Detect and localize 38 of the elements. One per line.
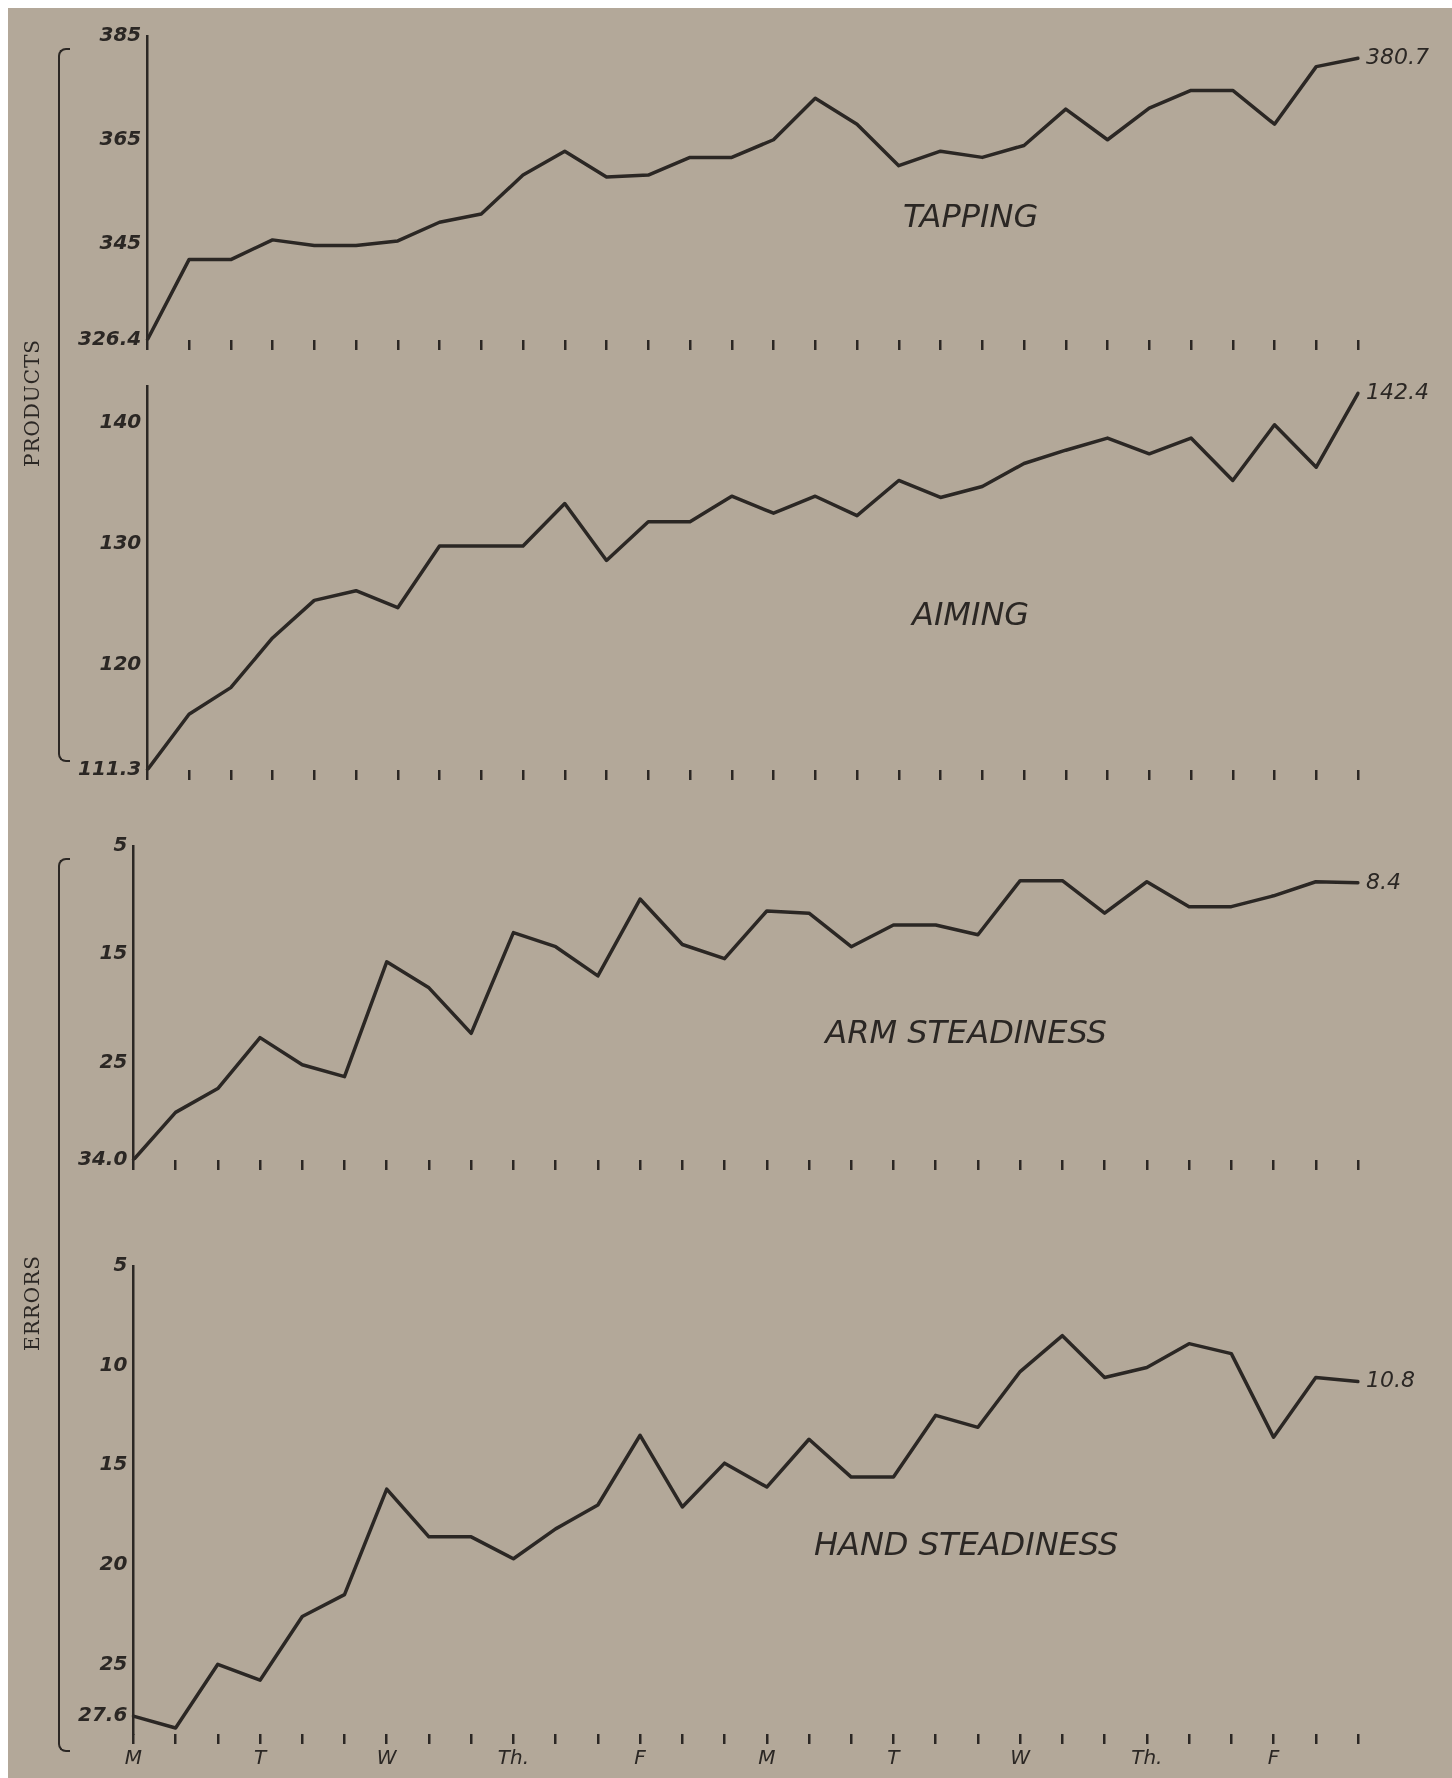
y-tick-label: 111.3 bbox=[78, 756, 142, 781]
x-tick-label: T bbox=[887, 1745, 902, 1770]
y-tick-label: 15 bbox=[99, 1451, 128, 1476]
y-tick-label: 140 bbox=[99, 408, 142, 433]
x-tick-label: F bbox=[1267, 1745, 1280, 1770]
text: AIMING bbox=[910, 594, 1030, 633]
text: HAND STEADINESS bbox=[813, 1525, 1119, 1564]
x-tick-label: Th. bbox=[1131, 1745, 1163, 1770]
data-label: 380.7 bbox=[1366, 44, 1429, 70]
data-label: 8.4 bbox=[1366, 868, 1401, 894]
y-tick-label: 385 bbox=[99, 22, 142, 47]
y-tick-label: 5 bbox=[113, 1252, 128, 1277]
y-tick-label: 365 bbox=[99, 125, 142, 150]
y-tick-label: 120 bbox=[99, 650, 142, 675]
y-axis-title: ERRORS bbox=[20, 1255, 44, 1351]
y-tick-label: 130 bbox=[99, 529, 142, 554]
y-tick-label: 326.4 bbox=[78, 326, 142, 351]
data-label: 142.4 bbox=[1366, 378, 1429, 404]
data-label: 10.8 bbox=[1366, 1367, 1415, 1393]
x-tick-label: W bbox=[1010, 1745, 1032, 1770]
y-tick-label: 15 bbox=[99, 940, 128, 965]
y-tick-label: 20 bbox=[99, 1550, 128, 1575]
text: TAPPING bbox=[902, 196, 1039, 235]
y-tick-label: 25 bbox=[99, 1048, 128, 1073]
x-tick-label: T bbox=[253, 1745, 268, 1770]
y-tick-label: 34.0 bbox=[77, 1146, 128, 1171]
y-tick-label: 25 bbox=[99, 1650, 128, 1675]
y-tick-label: 5 bbox=[113, 832, 128, 857]
text: ARM STEADINESS bbox=[823, 1012, 1107, 1051]
x-tick-label: M bbox=[124, 1745, 142, 1770]
x-tick-label: F bbox=[634, 1745, 647, 1770]
x-tick-label: Th. bbox=[497, 1745, 530, 1770]
y-tick-label: 345 bbox=[99, 229, 142, 254]
y-axis-title: PRODUCTS bbox=[20, 338, 44, 468]
y-tick-label: 27.6 bbox=[77, 1702, 128, 1727]
x-tick-label: M bbox=[758, 1745, 776, 1770]
x-tick-label: W bbox=[376, 1745, 398, 1770]
y-tick-label: 10 bbox=[99, 1351, 128, 1376]
